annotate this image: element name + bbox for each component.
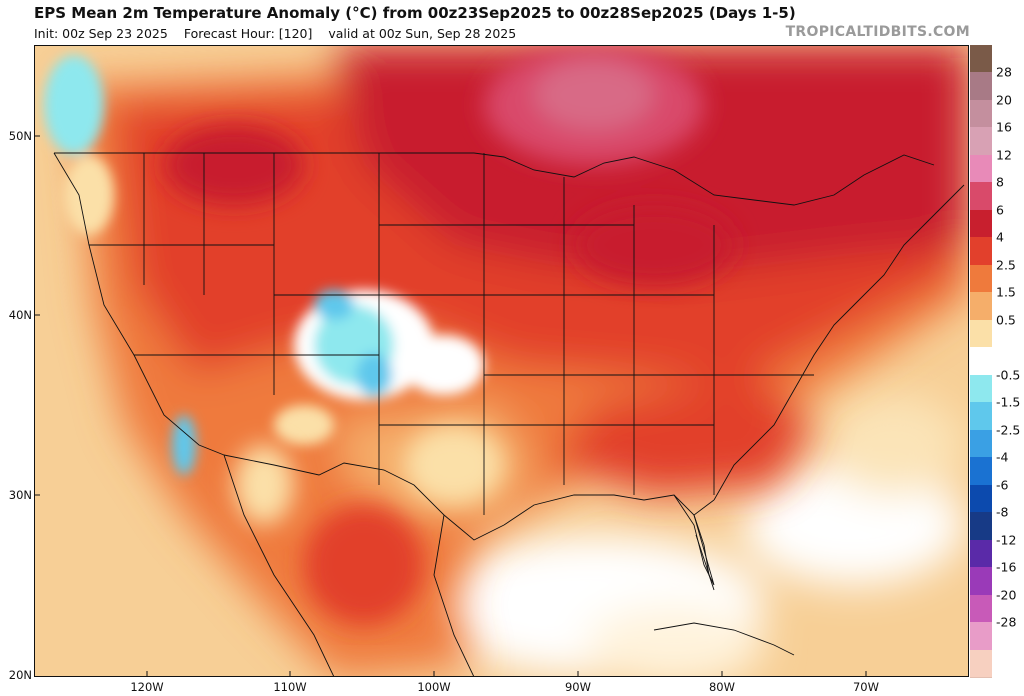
map-frame	[34, 45, 969, 677]
colorbar-label: 6	[996, 202, 1004, 218]
colorbar-cell	[970, 402, 992, 431]
colorbar-cell	[970, 484, 992, 514]
colorbar-cell	[970, 512, 992, 541]
valid-time: valid at 00z Sun, Sep 28 2025	[328, 26, 517, 41]
colorbar-label: -28	[996, 614, 1017, 630]
map-title: EPS Mean 2m Temperature Anomaly (°C) fro…	[34, 4, 796, 22]
lon-label-120w: 120W	[130, 680, 164, 694]
colorbar-label: -4	[996, 449, 1009, 465]
southwest-mild-field	[234, 425, 504, 625]
colorbar-label: -16	[996, 559, 1017, 575]
colorbar-cell	[970, 292, 992, 321]
colorbar-cell	[970, 154, 992, 184]
colorbar-cell	[970, 127, 992, 156]
colorbar-label: 0.5	[996, 312, 1016, 328]
colorbar-label: 20	[996, 92, 1012, 108]
colorbar-cell	[970, 374, 992, 404]
map-subtitle: Init: 00z Sep 23 2025 Forecast Hour: [12…	[34, 26, 528, 41]
lat-label-40n: 40N	[8, 308, 32, 322]
colorbar-label: 12	[996, 147, 1012, 163]
colorbar-cell	[970, 72, 992, 101]
colorbar-label: -12	[996, 532, 1017, 548]
init-time: Init: 00z Sep 23 2025	[34, 26, 168, 41]
colorbar-cell	[970, 45, 992, 74]
colorbar-cell	[970, 649, 992, 678]
colorbar-label: -20	[996, 587, 1017, 603]
forecast-hour: Forecast Hour: [120]	[183, 26, 313, 41]
map-canvas	[34, 45, 969, 677]
colorbar-label: -1.5	[996, 394, 1021, 410]
near-zero-ocean	[424, 395, 964, 677]
colorbar-label: 1.5	[996, 284, 1016, 300]
temperature-anomaly-map	[34, 45, 969, 677]
colorbar-cell	[970, 567, 992, 596]
colorbar-cell	[970, 594, 992, 624]
colorbar-label: 2.5	[996, 257, 1016, 273]
colorbar-cell	[970, 237, 992, 266]
colorbar-cell	[970, 539, 992, 569]
colorbar-label: -2.5	[996, 422, 1021, 438]
colorbar-cell	[970, 622, 992, 651]
lat-label-50n: 50N	[8, 129, 32, 143]
lon-label-80w: 80W	[708, 680, 736, 694]
colorbar-label: -6	[996, 477, 1009, 493]
colorbar-label: 16	[996, 119, 1012, 135]
colorbar-label: -0.5	[996, 367, 1021, 383]
watermark: TROPICALTIDBITS.COM	[785, 24, 970, 40]
cool-rockies-anomaly	[44, 55, 484, 475]
lat-label-30n: 30N	[8, 488, 32, 502]
colorbar-label: -8	[996, 504, 1009, 520]
colorbar-cell	[970, 319, 992, 349]
colorbar-label: 8	[996, 174, 1004, 190]
colorbar-label: 28	[996, 64, 1012, 80]
colorbar-cell	[970, 429, 992, 459]
political-borders	[53, 152, 965, 677]
colorbar-cell	[970, 99, 992, 129]
lon-label-100w: 100W	[417, 680, 451, 694]
lon-label-70w: 70W	[852, 680, 880, 694]
lat-label-20n: 20N	[8, 668, 32, 682]
colorbar-cell	[970, 347, 992, 376]
colorbar-label: 4	[996, 229, 1004, 245]
lon-label-110w: 110W	[273, 680, 307, 694]
colorbar-cell	[970, 264, 992, 294]
lon-label-90w: 90W	[564, 680, 592, 694]
colorbar-legend: 28 20 16 12 8 6 4 2.5 1.5 0.5 -0.5 -1.5 -2.5 -4 -6 -8 -1…	[970, 45, 1024, 678]
colorbar-cell	[970, 209, 992, 239]
colorbar-cell	[970, 457, 992, 486]
colorbar-cell	[970, 182, 992, 211]
